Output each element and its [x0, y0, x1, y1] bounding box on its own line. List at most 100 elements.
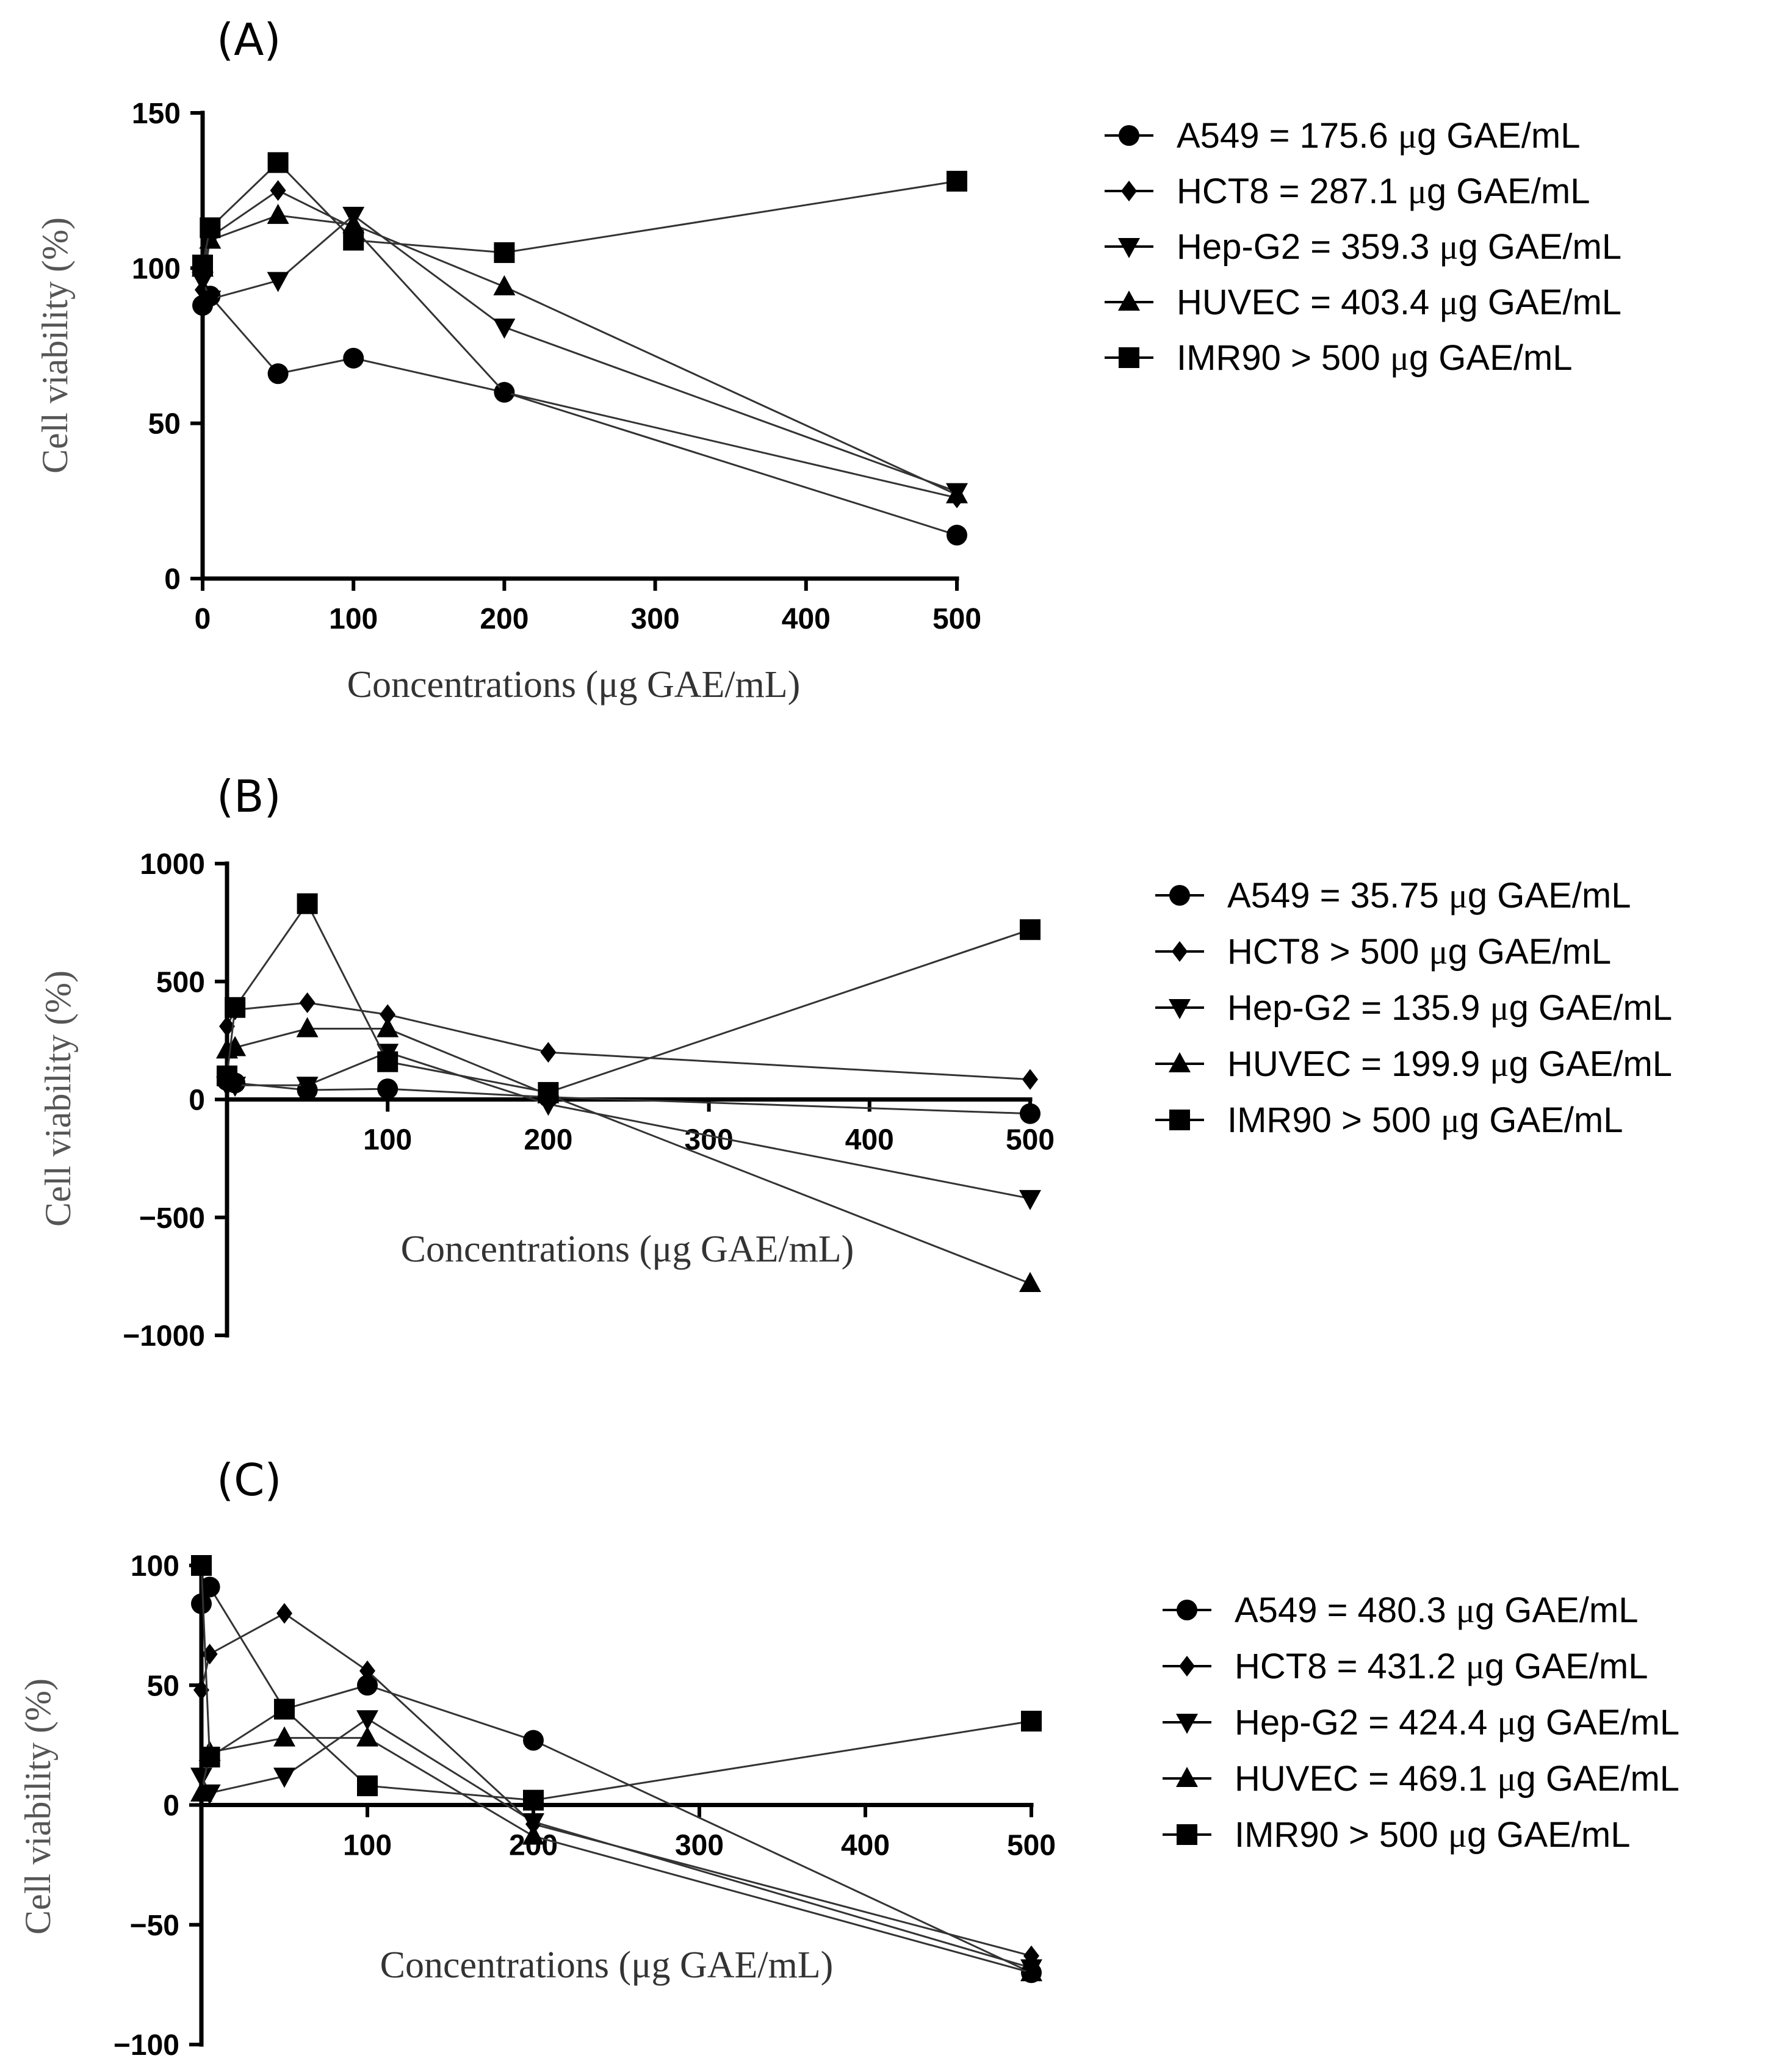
- data-point-square: [192, 254, 213, 276]
- series-circle: [192, 286, 967, 546]
- y-tick-label: −1000: [123, 1320, 205, 1352]
- y-tick-label: −500: [139, 1202, 205, 1235]
- data-point-triangle-down: [267, 272, 289, 292]
- y-tick-label: −100: [114, 2029, 179, 2062]
- legend-marker-circle: [1177, 1600, 1197, 1620]
- x-tick-label: 500: [1007, 1830, 1056, 1862]
- y-axis-title: Cell viability (%): [38, 970, 78, 1227]
- data-point-triangle-up: [377, 1017, 399, 1038]
- legend-marker-square: [1119, 347, 1139, 368]
- y-tick-label: 50: [148, 408, 181, 441]
- data-point-triangle-up: [190, 1781, 212, 1802]
- data-point-triangle-up: [199, 228, 222, 249]
- y-axis-title: Cell viability (%): [35, 217, 75, 474]
- data-point-triangle-up: [493, 275, 516, 295]
- legend-label: IMR90 > 500 μg GAE/mL: [1235, 1815, 1630, 1855]
- data-point-square: [1021, 1711, 1042, 1732]
- series-triangle-up: [192, 203, 968, 504]
- x-tick-label: 100: [329, 603, 378, 635]
- data-point-triangle-down: [273, 1767, 295, 1788]
- series-line: [200, 1737, 1032, 1974]
- y-tick-label: 0: [189, 1085, 205, 1117]
- y-tick-label: 1000: [140, 848, 205, 881]
- data-point-square: [200, 217, 221, 239]
- x-tick-label: 200: [480, 603, 528, 635]
- data-point-square: [297, 893, 318, 914]
- legend-label: HUVEC = 403.4 μg GAE/mL: [1177, 283, 1621, 322]
- series-line: [200, 1585, 1032, 1974]
- data-point-square: [377, 1051, 399, 1072]
- panel-label: (C): [217, 1454, 281, 1506]
- x-axis-title: Concentrations (μg GAE/mL): [380, 1944, 834, 1986]
- legend-label: IMR90 > 500 μg GAE/mL: [1227, 1100, 1623, 1140]
- data-point-triangle-down: [493, 318, 516, 339]
- legend-marker-triangle-down: [1176, 1714, 1198, 1734]
- data-point-circle: [191, 1593, 212, 1614]
- data-point-triangle-down: [192, 272, 214, 292]
- legend-label: HCT8 = 431.2 μg GAE/mL: [1235, 1647, 1648, 1686]
- panel-label: (A): [217, 14, 281, 65]
- legend-marker-triangle-up: [1169, 1052, 1191, 1072]
- chart-panel-a: (A) 0 50 100 150 0 100 200 300 400 500 Concentratio…: [35, 14, 1621, 706]
- legend-label: HUVEC = 199.9 μg GAE/mL: [1227, 1044, 1672, 1084]
- series-line: [201, 294, 958, 536]
- y-tick-label: 100: [132, 253, 181, 285]
- data-point-triangle-down: [199, 291, 222, 311]
- y-tick-label: 500: [156, 966, 205, 998]
- x-tick-label: 100: [363, 1124, 412, 1157]
- data-point-circle: [343, 347, 364, 369]
- legend-marker-diamond: [1172, 941, 1188, 962]
- data-point-triangle-up: [273, 1726, 295, 1747]
- data-point-triangle-up: [267, 203, 289, 224]
- series-square: [191, 1555, 1042, 1811]
- legend-marker-diamond: [1179, 1656, 1195, 1677]
- series-triangle-down: [192, 206, 968, 504]
- series-line: [200, 1717, 1032, 1969]
- data-point-square: [523, 1789, 544, 1811]
- series-triangle-up: [216, 1017, 1041, 1292]
- legend-label: Hep-G2 = 424.4 μg GAE/mL: [1235, 1703, 1679, 1742]
- x-tick-label: 300: [631, 603, 680, 635]
- data-point-square: [357, 1775, 378, 1797]
- data-point-triangle-up: [1019, 1271, 1041, 1292]
- series-triangle-down: [190, 1710, 1042, 1980]
- legend-label: IMR90 > 500 μg GAE/mL: [1177, 338, 1572, 378]
- data-point-diamond: [496, 381, 513, 403]
- legend: A549 = 480.3 μg GAE/mL HCT8 = 431.2 μg GA…: [1163, 1590, 1679, 1855]
- data-point-square: [538, 1081, 559, 1103]
- x-tick-label: 100: [343, 1830, 392, 1862]
- data-point-triangle-up: [342, 213, 365, 234]
- legend-marker-circle: [1119, 125, 1139, 146]
- series-triangle-up: [190, 1726, 1042, 1982]
- data-point-triangle-up: [356, 1726, 378, 1747]
- series-line: [200, 1612, 1032, 1957]
- data-point-diamond: [540, 1042, 557, 1063]
- legend-label: A549 = 175.6 μg GAE/mL: [1177, 116, 1580, 156]
- series-square: [192, 152, 967, 276]
- legend-label: A549 = 480.3 μg GAE/mL: [1235, 1590, 1638, 1630]
- data-point-circle: [1020, 1103, 1041, 1124]
- series-square: [217, 893, 1041, 1103]
- series-line: [226, 901, 1031, 1094]
- series-circle: [217, 1070, 1041, 1124]
- data-point-diamond: [1022, 1069, 1038, 1090]
- legend-marker-square: [1177, 1824, 1197, 1845]
- data-point-diamond: [276, 1603, 292, 1624]
- legend-marker-triangle-up: [1176, 1767, 1198, 1787]
- panel-label: (B): [217, 771, 281, 822]
- data-point-circle: [523, 1730, 544, 1751]
- y-tick-label: 0: [163, 1790, 179, 1822]
- y-axis-title: Cell viability (%): [18, 1678, 58, 1935]
- data-point-triangle-down: [1019, 1189, 1041, 1210]
- data-point-triangle-up: [1020, 1961, 1042, 1982]
- data-point-diamond: [299, 992, 316, 1014]
- series-diamond: [193, 1603, 1039, 1966]
- data-point-square: [947, 170, 967, 192]
- x-tick-label: 500: [932, 603, 981, 635]
- legend-label: Hep-G2 = 135.9 μg GAE/mL: [1227, 988, 1672, 1028]
- y-tick-label: −50: [130, 1910, 179, 1942]
- data-point-square: [494, 242, 515, 263]
- y-tick-label: 0: [164, 563, 181, 596]
